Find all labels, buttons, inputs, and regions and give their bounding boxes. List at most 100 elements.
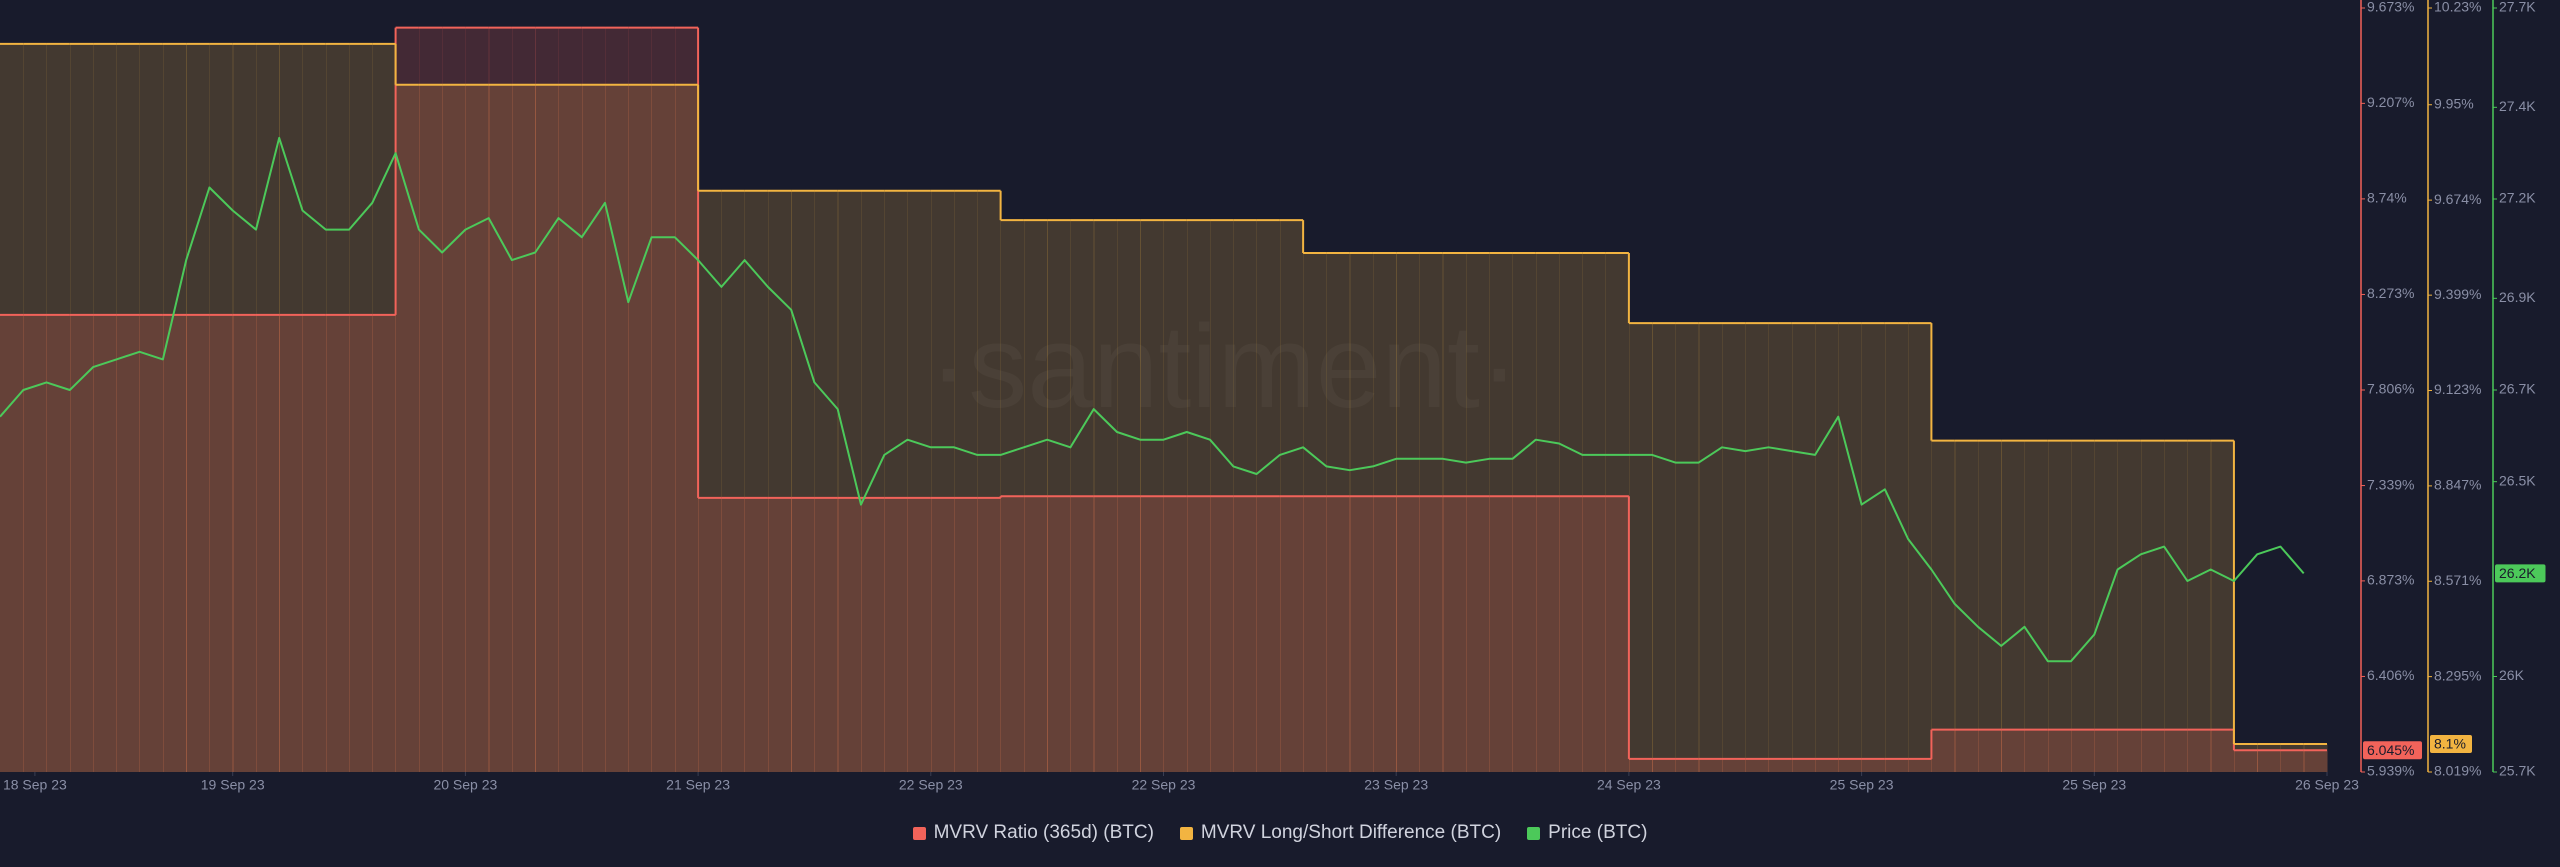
last-value-badge [2430,735,2472,754]
area-segment [1768,758,1793,772]
area-segment [2164,729,2188,772]
legend-item[interactable]: Price (BTC) [1527,822,1647,844]
last-value-badge [2363,741,2422,760]
legend-swatch [1527,826,1541,840]
area-segment [2047,440,2072,772]
area-segment [116,314,141,772]
area-segment [1791,323,1816,772]
area-segment [93,43,117,772]
area-segment [1698,323,1723,772]
area-segment [139,43,164,772]
area-segment [954,497,978,772]
area-segment [1326,252,1351,773]
x-tick-label: 23 Sep 23 [1364,777,1428,793]
x-tick-label: 18 Sep 23 [3,777,67,793]
area-segment [930,497,955,772]
area-segment [977,190,1002,772]
area-segment [1349,496,1374,772]
area-segment [1628,323,1653,772]
area-segment [23,314,48,772]
area-segment [2140,440,2165,772]
legend-item[interactable]: MVRV Ratio (365d) (BTC) [912,822,1154,844]
area-segment [46,314,71,772]
area-segment [558,84,583,772]
area-segment [791,497,816,772]
area-segment [954,190,978,772]
area-segment [23,43,48,772]
y-tick-label: 9.207% [2367,94,2414,110]
area-segment [2210,440,2235,772]
x-tick-label: 20 Sep 23 [433,777,497,793]
x-tick-label: 22 Sep 23 [899,777,963,793]
area-segment [442,27,466,772]
area-segment [1698,758,1723,772]
area-segment [279,43,304,772]
y-tick-label: 9.673% [2367,0,2414,15]
area-segment [2094,440,2119,772]
area-segment [605,27,629,772]
x-tick-label: 22 Sep 23 [1132,777,1196,793]
area-segment [581,27,606,772]
area-segment [628,84,653,772]
area-segment [2047,729,2072,772]
area-segment [1582,496,1607,772]
area-segment [1047,496,1072,772]
area-segment [837,497,862,772]
area-segment [1210,496,1234,772]
area-segment [325,43,350,772]
area-segment [1977,440,2002,772]
area-segment [1768,323,1793,772]
area-segment [1372,496,1397,772]
y-tick-label: 5.939% [2367,763,2414,779]
legend-swatch [1179,826,1193,840]
area-segment [255,314,280,772]
area-segment [1675,758,1700,772]
area-segment [465,27,490,772]
area-segment [186,43,211,772]
y-tick-label: 26.7K [2499,381,2536,397]
area-segment [1116,496,1141,772]
area-segment [1023,496,1048,772]
y-tick-label: 10.23% [2434,0,2481,15]
y-tick-label: 8.74% [2367,190,2407,206]
area-segment [69,43,94,772]
area-segment [814,497,839,772]
area-segment [558,27,583,772]
area-segment [1489,252,1514,773]
area-segment [884,190,909,772]
area-segment [511,27,536,772]
area-segment [488,84,513,772]
y-tick-label: 9.123% [2434,381,2481,397]
area-segment [744,497,769,772]
area-segment [1349,252,1374,773]
area-segment [395,27,420,772]
area-segment [372,314,397,772]
area-segment [1884,758,1909,772]
area-segment [1977,729,2002,772]
area-segment [1372,252,1397,773]
area-segment [2280,750,2305,772]
legend-item[interactable]: MVRV Long/Short Difference (BTC) [1179,822,1501,844]
y-tick-label: 26K [2499,667,2525,683]
area-segment [465,84,490,772]
area-segment [1815,323,1839,772]
area-segment [2117,729,2142,772]
y-tick-label: 8.847% [2434,477,2481,493]
area-segment [1000,496,1025,772]
y-tick-label: 8.295% [2434,667,2481,683]
last-value-badge [2495,564,2546,583]
area-segment [395,84,420,772]
x-tick-label: 25 Sep 23 [2062,777,2126,793]
legend: MVRV Ratio (365d) (BTC) MVRV Long/Short D… [0,818,2560,848]
legend-label: MVRV Ratio (365d) (BTC) [933,822,1154,843]
last-value-label: 6.045% [2367,742,2414,758]
area-segment [2210,729,2235,772]
area [0,43,2328,773]
area-segment [418,84,443,772]
x-tick-label: 21 Sep 23 [666,777,730,793]
area-segment [1745,323,1770,772]
area-segment [2117,440,2142,772]
y-tick-label: 9.95% [2434,95,2474,111]
area-segment [279,314,304,772]
